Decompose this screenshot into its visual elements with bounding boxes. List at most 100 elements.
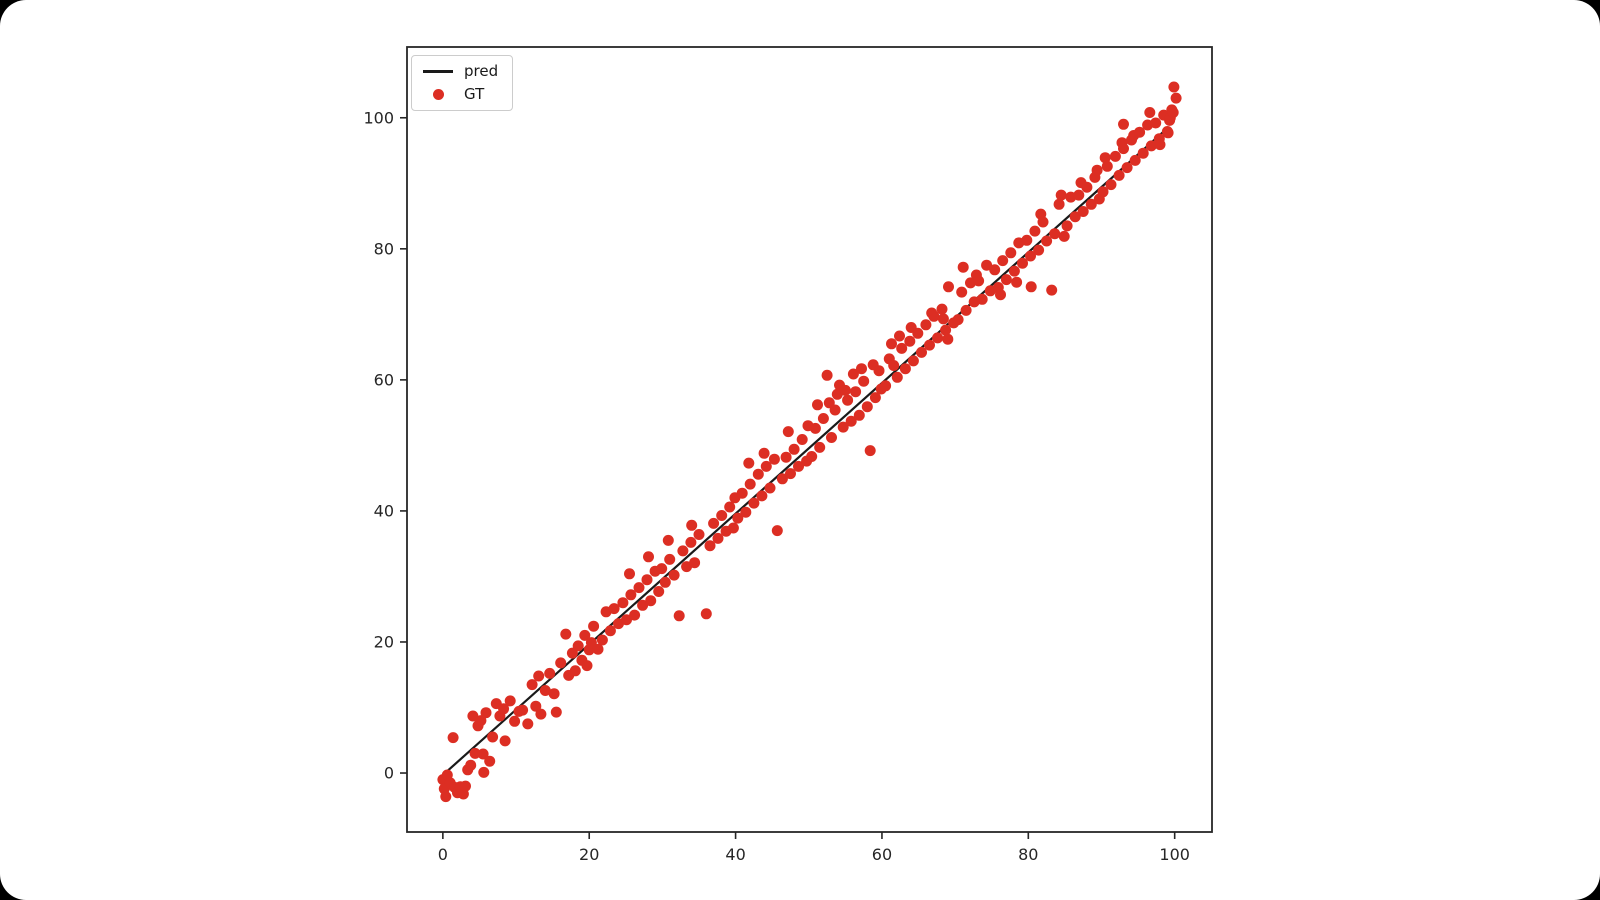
- gt-point: [656, 563, 668, 575]
- gt-point: [624, 568, 635, 580]
- gt-point: [899, 363, 911, 375]
- gt-point: [924, 339, 935, 351]
- gt-point: [752, 468, 764, 480]
- gt-point: [617, 597, 629, 609]
- gt-point: [704, 540, 716, 552]
- gt-point: [904, 335, 916, 347]
- gt-point: [1118, 118, 1129, 130]
- gt-point: [1025, 281, 1037, 293]
- gt-point: [1150, 117, 1162, 129]
- gt-point: [997, 255, 1009, 267]
- gt-point: [760, 460, 772, 472]
- gt-point: [861, 401, 873, 413]
- x-tick-label: 80: [1018, 845, 1038, 864]
- gt-point: [806, 451, 818, 462]
- gt-point: [1105, 179, 1117, 191]
- gt-point: [952, 314, 964, 326]
- gt-point: [550, 706, 562, 718]
- gt-point: [853, 409, 865, 421]
- y-tick-label: 60: [374, 370, 394, 389]
- legend-label-gt: GT: [464, 85, 485, 103]
- y-tick-label: 20: [374, 632, 394, 651]
- gt-point: [581, 660, 593, 672]
- gt-point: [817, 413, 829, 424]
- gt-point: [758, 447, 770, 459]
- gt-point: [569, 665, 581, 677]
- gt-point: [480, 707, 492, 719]
- gt-point: [544, 667, 556, 679]
- gt-point: [1046, 284, 1058, 296]
- gt-point: [1109, 150, 1121, 162]
- gt-point: [826, 432, 837, 443]
- gt-point: [1005, 247, 1017, 259]
- gt-point: [1170, 92, 1182, 104]
- gt-point: [943, 281, 954, 293]
- gt-point: [837, 421, 849, 433]
- gt-point: [522, 718, 534, 730]
- gt-point: [533, 670, 545, 682]
- gt-point: [956, 286, 968, 298]
- y-tick-label: 100: [363, 108, 394, 127]
- gt-point: [839, 384, 851, 396]
- legend-label-pred: pred: [464, 62, 499, 80]
- gt-point: [856, 363, 867, 375]
- gt-point: [1061, 220, 1073, 232]
- gt-point: [916, 346, 927, 358]
- gt-point: [821, 369, 833, 381]
- gt-point: [588, 620, 600, 632]
- gt-point: [845, 415, 857, 427]
- gt-point: [677, 545, 689, 557]
- y-tick-label: 80: [374, 239, 394, 258]
- gt-point: [809, 422, 821, 434]
- gt-point: [886, 338, 897, 350]
- gt-point: [1055, 189, 1067, 201]
- gt-point: [633, 582, 645, 594]
- gt-point: [869, 392, 881, 404]
- gt-point: [689, 557, 701, 569]
- gt-point: [555, 657, 567, 669]
- gt-point: [785, 468, 796, 480]
- gt-point: [475, 715, 487, 727]
- gt-point: [487, 731, 499, 743]
- gt-point: [724, 501, 736, 513]
- x-tick-label: 100: [1159, 845, 1190, 864]
- y-tick-label: 40: [374, 501, 394, 520]
- gt-point: [932, 332, 944, 344]
- gt-point: [499, 735, 511, 747]
- gt-point: [942, 333, 954, 345]
- gt-point: [498, 703, 510, 715]
- gt-point: [788, 443, 800, 455]
- gt-point: [467, 710, 479, 722]
- gt-point: [716, 510, 728, 521]
- gt-point: [1049, 228, 1061, 240]
- gt-point: [1137, 147, 1149, 159]
- gt-point: [842, 394, 854, 406]
- gt-point: [625, 589, 637, 601]
- gt-point: [727, 522, 739, 534]
- gt-point: [957, 261, 969, 273]
- gt-point: [940, 324, 952, 336]
- gt-point: [530, 700, 542, 712]
- gt-point: [920, 319, 932, 331]
- gt-point: [641, 574, 653, 586]
- gt-point: [888, 360, 900, 371]
- gt-point: [1162, 127, 1174, 139]
- pred-line-sample-wrap: [422, 70, 454, 73]
- gt-point: [637, 599, 649, 611]
- gt-point: [1081, 181, 1093, 193]
- gt-point: [504, 695, 516, 707]
- x-tick-label: 40: [725, 845, 745, 864]
- gt-point: [673, 610, 685, 622]
- gt-point: [1154, 139, 1166, 151]
- gt-point: [608, 603, 620, 615]
- gt-point: [596, 634, 608, 646]
- gt-point: [1101, 160, 1113, 172]
- gt-point: [744, 478, 756, 490]
- x-tick-label: 20: [579, 845, 599, 864]
- gt-point: [659, 576, 671, 588]
- gt-point: [579, 629, 591, 641]
- gt-point: [740, 506, 752, 518]
